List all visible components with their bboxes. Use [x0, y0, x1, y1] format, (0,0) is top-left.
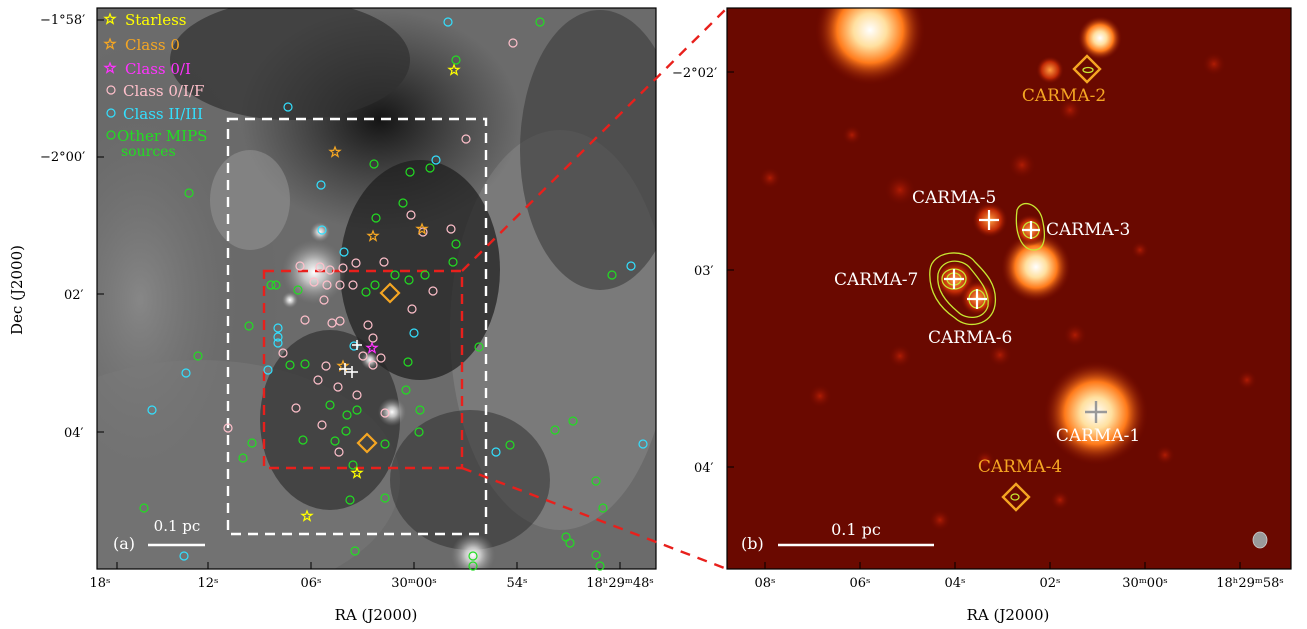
xtick-b-1: 06ˢ	[850, 576, 871, 591]
legend-item-class0: Class 0	[104, 36, 180, 54]
panel-b-label: (b)	[741, 534, 764, 553]
panel-a-ylabel: Dec (J2000)	[8, 245, 26, 335]
label-carma-1: CARMA-1	[1056, 426, 1140, 446]
svg-text:Class 0: Class 0	[125, 36, 180, 54]
xtick-b-5: 18ʰ29ᵐ58ˢ	[1216, 576, 1284, 591]
beam-ellipse	[1252, 531, 1268, 549]
label-carma-2: CARMA-2	[1022, 86, 1106, 106]
scale-label-b: 0.1 pc	[831, 520, 881, 539]
panel-a-ytick-labels: −1°58′ −2°00′ 02′ 04′	[40, 13, 85, 441]
svg-text:Other MIPS: Other MIPS	[117, 127, 207, 145]
xtick-a-4: 54ˢ	[507, 576, 528, 591]
xtick-a-1: 12ˢ	[198, 576, 219, 591]
zoom-box	[262, 269, 464, 470]
legend-item-mips: Other MIPS sources	[106, 127, 207, 160]
panel-a-xtick-labels: 18ˢ 12ˢ 06ˢ 30ᵐ00ˢ 54ˢ 18ʰ29ᵐ48ˢ	[90, 576, 654, 591]
carma-crosses-a	[339, 340, 362, 378]
legend-a: Starless Class 0 Class 0/I Class 0/I/F C…	[104, 11, 207, 160]
carma-diamonds-b	[1001, 54, 1102, 512]
label-carma-6: CARMA-6	[928, 328, 1012, 348]
label-carma-3: CARMA-3	[1046, 220, 1130, 240]
panel-b-ticks	[727, 71, 1241, 569]
svg-text:Class II/III: Class II/III	[123, 105, 203, 123]
label-carma-4: CARMA-4	[978, 457, 1062, 477]
panel-a-label: (a)	[113, 534, 135, 553]
label-carma-5: CARMA-5	[912, 188, 996, 208]
svg-text:Starless: Starless	[125, 11, 187, 29]
field-box	[226, 117, 488, 536]
zoom-connector-bottom	[461, 466, 728, 571]
ytick-a-0: −1°58′	[40, 13, 85, 28]
panel-a: −1°58′ −2°00′ 02′ 04′ 18ˢ 12ˢ 06ˢ 30ᵐ00ˢ…	[8, 7, 657, 624]
carma-crosses-b	[944, 210, 1040, 309]
zoom-connector-top	[461, 7, 728, 272]
panel-b-ytick-labels: −2°02′ 03′ 04′	[672, 66, 717, 476]
legend-item-class2: Class II/III	[106, 105, 203, 123]
xtick-a-2: 06ˢ	[301, 576, 322, 591]
legend-item-class0IF: Class 0/I/F	[106, 82, 204, 100]
ytick-b-0: −2°02′	[672, 66, 717, 81]
label-carma-7: CARMA-7	[834, 270, 918, 290]
ytick-a-2: 02′	[64, 288, 84, 303]
ytick-a-1: −2°00′	[40, 150, 85, 165]
mips-markers	[139, 17, 617, 571]
carma-labels: CARMA-2 CARMA-5 CARMA-3 CARMA-7 CARMA-6 …	[834, 86, 1140, 477]
svg-text:Class 0/I: Class 0/I	[125, 60, 191, 78]
panel-b-xlabel: RA (J2000)	[967, 606, 1050, 624]
carma-diamonds-a	[356, 282, 401, 454]
xtick-a-5: 18ʰ29ᵐ48ˢ	[586, 576, 654, 591]
xtick-b-3: 02ˢ	[1040, 576, 1061, 591]
svg-text:Class 0/I/F: Class 0/I/F	[123, 82, 204, 100]
svg-text:sources: sources	[121, 144, 176, 160]
ytick-b-1: 03′	[694, 264, 714, 279]
xtick-a-0: 18ˢ	[90, 576, 111, 591]
xtick-b-0: 08ˢ	[755, 576, 776, 591]
carma-1-cross	[1085, 401, 1107, 423]
panel-b-image	[727, 8, 1291, 569]
legend-item-class0I: Class 0/I	[104, 60, 191, 78]
legend-item-starless: Starless	[104, 11, 187, 29]
xtick-b-4: 30ᵐ00ˢ	[1122, 576, 1167, 591]
xtick-b-2: 04ˢ	[945, 576, 966, 591]
panel-a-image	[97, 8, 656, 569]
panel-b: −2°02′ 03′ 04′ 08ˢ 06ˢ 04ˢ 02ˢ 30ᵐ00ˢ 18…	[672, 7, 1292, 624]
xtick-a-3: 30ᵐ00ˢ	[391, 576, 436, 591]
panel-a-xlabel: RA (J2000)	[335, 606, 418, 624]
ytick-a-3: 04′	[64, 426, 84, 441]
ytick-b-2: 04′	[694, 461, 714, 476]
class2-markers	[147, 17, 648, 561]
panel-a-ticks	[97, 19, 621, 569]
class0IF-markers	[223, 38, 518, 457]
panel-b-xtick-labels: 08ˢ 06ˢ 04ˢ 02ˢ 30ᵐ00ˢ 18ʰ29ᵐ58ˢ	[755, 576, 1284, 591]
scale-label-a: 0.1 pc	[154, 517, 201, 535]
